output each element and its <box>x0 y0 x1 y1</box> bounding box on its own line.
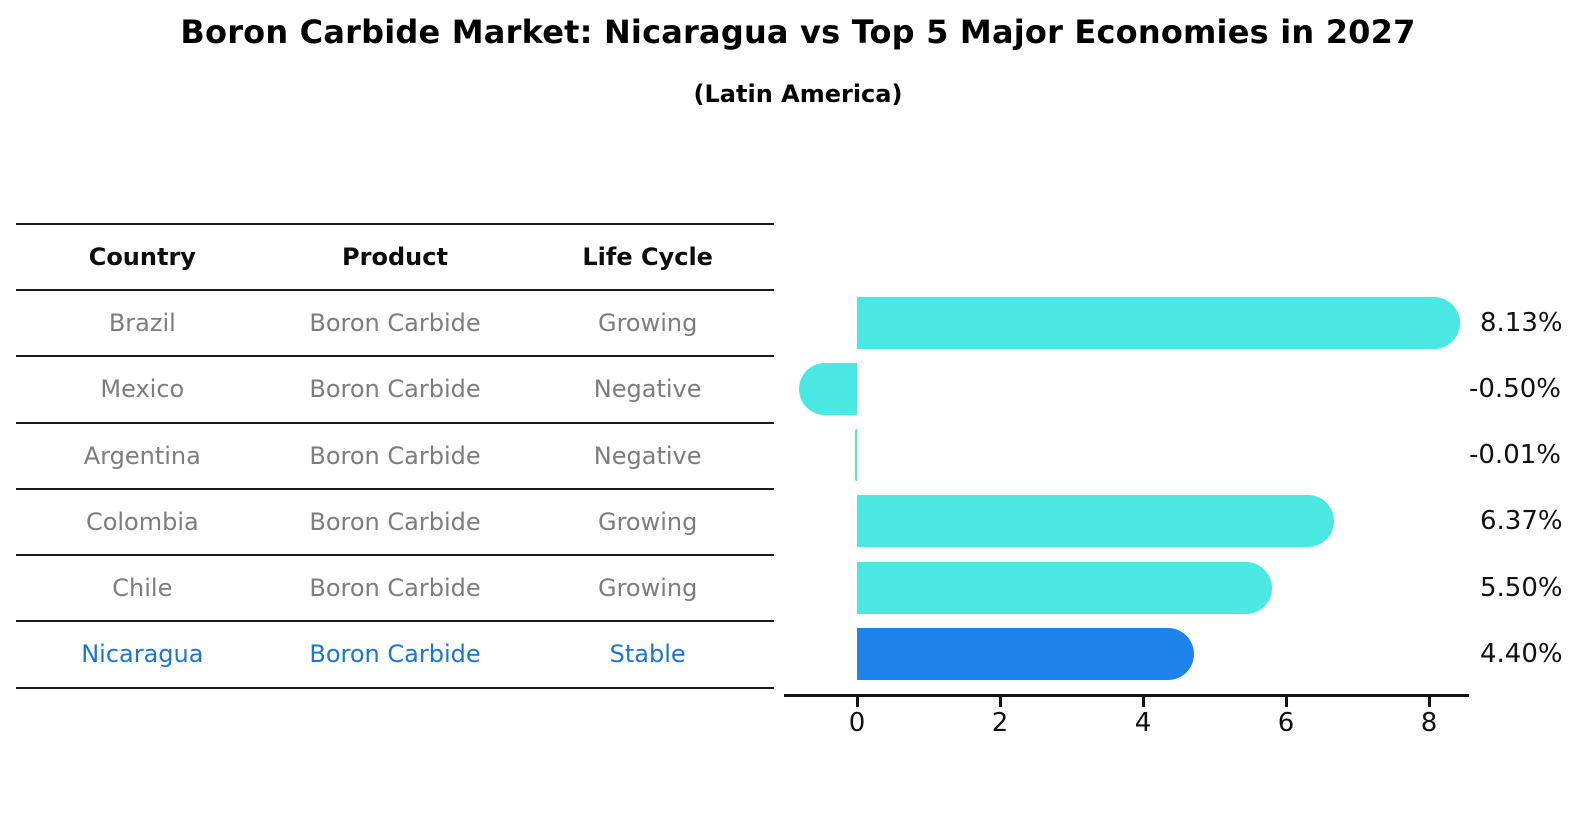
table-cell-life-cycle: Growing <box>597 507 698 536</box>
table-cell-life-cycle: Stable <box>609 640 686 669</box>
table-cell-life-cycle: Negative <box>593 441 702 470</box>
table-row-nicaragua: Nicaragua Boron Carbide Stable <box>16 622 774 689</box>
table-cell-country: Mexico <box>100 375 185 404</box>
column-header-product: Product <box>342 242 448 271</box>
table-row-mexico: Mexico Boron Carbide Negative <box>16 357 774 424</box>
x-axis-tick-label: 2 <box>991 708 1009 738</box>
table-cell-country: Colombia <box>85 507 199 536</box>
table-cell-product: Boron Carbide <box>309 574 481 603</box>
x-axis-tick <box>1141 697 1145 707</box>
chart-title: Boron Carbide Market: Nicaragua vs Top 5… <box>180 13 1416 51</box>
x-axis-tick-label: 8 <box>1420 708 1438 738</box>
bar-chile <box>857 561 1273 614</box>
table-cell-product: Boron Carbide <box>309 640 481 669</box>
table-cell-product: Boron Carbide <box>309 308 481 337</box>
value-label-nicaragua: 4.40% <box>1480 639 1563 669</box>
bar-nicaragua <box>857 628 1194 680</box>
table-cell-life-cycle: Negative <box>593 375 702 404</box>
value-label-mexico: -0.50% <box>1469 373 1561 404</box>
value-label-colombia: 6.37% <box>1480 506 1563 537</box>
table-cell-country: Brazil <box>108 308 176 337</box>
value-label-chile: 5.50% <box>1480 572 1563 603</box>
bar-colombia <box>857 495 1335 548</box>
x-axis-tick-label: 6 <box>1277 708 1295 738</box>
x-axis-tick-label: 4 <box>1134 708 1152 738</box>
economies-table: Country Product Life Cycle Brazil Boron Carb… <box>16 223 774 689</box>
table-row-argentina: Argentina Boron Carbide Negative <box>16 424 774 490</box>
value-label-argentina: -0.01% <box>1469 440 1561 471</box>
table-cell-life-cycle: Growing <box>597 574 698 603</box>
x-axis-line <box>784 694 1469 697</box>
table-row-brazil: Brazil Boron Carbide Growing <box>16 291 774 358</box>
x-axis-tick <box>855 697 859 707</box>
x-axis-tick <box>998 697 1002 707</box>
bar-mexico <box>799 362 857 415</box>
x-axis-tick-label: 0 <box>848 708 866 738</box>
bar-brazil <box>857 296 1461 349</box>
table-cell-country: Chile <box>112 574 173 603</box>
table-row-colombia: Colombia Boron Carbide Growing <box>16 490 774 557</box>
value-label-brazil: 8.13% <box>1480 307 1563 338</box>
x-axis-tick <box>1284 697 1288 707</box>
table-row-chile: Chile Boron Carbide Growing <box>16 556 774 623</box>
column-header-life-cycle: Life Cycle <box>582 242 713 271</box>
chart-subtitle: (Latin America) <box>693 80 903 108</box>
bar-argentina <box>854 429 857 482</box>
table-cell-product: Boron Carbide <box>309 375 481 404</box>
column-header-country: Country <box>88 242 196 271</box>
table-cell-life-cycle: Growing <box>597 308 698 337</box>
table-cell-country: Nicaragua <box>81 640 204 669</box>
x-axis-tick <box>1427 697 1431 707</box>
table-cell-product: Boron Carbide <box>309 507 481 536</box>
table-cell-product: Boron Carbide <box>309 441 481 470</box>
table-header-row: Country Product Life Cycle <box>16 225 774 291</box>
table-cell-country: Argentina <box>83 441 201 470</box>
